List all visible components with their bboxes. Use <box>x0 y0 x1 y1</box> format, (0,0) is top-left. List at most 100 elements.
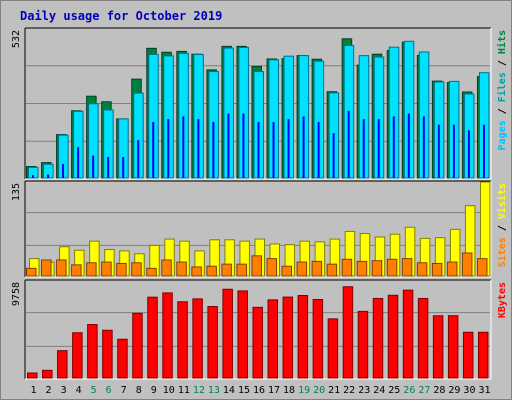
bar-kbytes-day-10 <box>162 292 173 379</box>
bar-kbytes-day-11 <box>177 301 188 379</box>
series-axis-label: Sites / Visits <box>496 183 508 267</box>
bar-sites-day-21 <box>326 263 338 277</box>
bar-kbytes-day-12 <box>192 298 203 379</box>
bar-sites-day-25 <box>386 258 398 277</box>
bar-sites-day-24 <box>371 260 383 277</box>
bar-sites-day-2 <box>41 259 52 277</box>
bar-sites-day-30 <box>461 252 473 277</box>
bar-sites-day-8 <box>131 262 142 277</box>
bar-pages-day-3 <box>62 163 65 178</box>
bar-pages-day-27 <box>422 116 425 178</box>
x-tick-label: 21 <box>328 385 340 396</box>
bar-kbytes-day-13 <box>207 306 218 379</box>
bar-pages-day-14 <box>227 113 230 178</box>
bar-pages-day-9 <box>152 121 155 178</box>
bar-pages-day-2 <box>47 174 50 178</box>
bar-kbytes-day-3 <box>57 350 68 379</box>
bar-sites-day-12 <box>191 266 202 277</box>
bar-kbytes-day-2 <box>42 369 53 379</box>
bar-kbytes-day-20 <box>312 298 324 379</box>
bar-sites-day-4 <box>71 264 82 277</box>
bar-sites-day-1 <box>26 267 37 277</box>
bar-kbytes-day-5 <box>87 324 98 379</box>
bar-pages-day-18 <box>287 119 290 178</box>
y-max-label: 532 <box>11 30 22 48</box>
x-tick-label: 8 <box>136 385 142 396</box>
x-tick-label: 2 <box>46 385 52 396</box>
bar-kbytes-day-26 <box>402 289 414 379</box>
bar-kbytes-day-21 <box>327 318 339 379</box>
bar-pages-day-12 <box>197 119 200 178</box>
bar-sites-day-13 <box>206 265 217 277</box>
series-axis-label-part: Hits <box>496 30 508 54</box>
bar-pages-day-10 <box>167 119 170 178</box>
bar-pages-day-5 <box>92 155 95 178</box>
x-tick-label: 13 <box>208 385 220 396</box>
bar-pages-day-20 <box>317 121 320 178</box>
bar-sites-day-6 <box>101 261 112 277</box>
x-tick-label: 3 <box>61 385 67 396</box>
series-sites <box>26 252 488 277</box>
x-tick-label: 10 <box>163 385 175 396</box>
bar-pages-day-29 <box>452 124 455 178</box>
chart-title: Daily usage for October 2019 <box>20 9 222 23</box>
bar-sites-day-31 <box>476 258 488 277</box>
bar-pages-day-28 <box>437 124 440 178</box>
x-tick-label: 16 <box>253 385 265 396</box>
series-kbytes <box>27 286 489 379</box>
bar-pages-day-15 <box>242 113 245 178</box>
bar-pages-day-31 <box>482 124 485 178</box>
panel-mid: 135 Sites / Visits <box>11 180 508 278</box>
bar-kbytes-day-22 <box>342 286 354 379</box>
x-axis-labels: 1 2 3 4 5 6 7 8 9 10 11 12 13 14 15 16 17 18 19 20 21 22 23 24 2… <box>31 385 491 396</box>
panel-bottom: 9758 KBytes <box>11 279 508 380</box>
bar-kbytes-day-29 <box>447 315 459 379</box>
series-axis-label-part: Visits <box>496 183 508 219</box>
series-pages <box>32 110 485 178</box>
bar-sites-day-17 <box>266 258 278 277</box>
x-tick-label: 9 <box>151 385 157 396</box>
x-tick-label: 20 <box>313 385 325 396</box>
x-tick-label: 23 <box>358 385 370 396</box>
bar-pages-day-22 <box>347 110 350 178</box>
bar-sites-day-20 <box>311 260 323 277</box>
x-tick-label: 24 <box>373 385 385 396</box>
bar-sites-day-7 <box>116 262 127 277</box>
x-tick-label: 4 <box>76 385 82 396</box>
x-tick-label: 30 <box>463 385 475 396</box>
bar-sites-day-10 <box>161 259 172 277</box>
bar-kbytes-day-9 <box>147 296 158 379</box>
x-tick-label: 29 <box>448 385 460 396</box>
x-tick-label: 31 <box>478 385 490 396</box>
chart-panels: 532 Pages / Files / Hits 135 Sites / Visits… <box>11 27 508 380</box>
x-tick-label: 27 <box>418 385 430 396</box>
series-axis-label-part: / <box>497 219 508 237</box>
x-tick-label: 25 <box>388 385 400 396</box>
bar-sites-day-14 <box>221 263 232 277</box>
bar-sites-day-9 <box>146 267 157 277</box>
bar-sites-day-5 <box>86 262 97 277</box>
bar-kbytes-day-15 <box>237 290 248 379</box>
bar-kbytes-day-18 <box>282 296 294 379</box>
series-axis-label-part: / <box>497 54 508 72</box>
series-axis-label-part: / <box>497 102 508 120</box>
x-tick-label: 6 <box>106 385 112 396</box>
bar-kbytes-day-1 <box>27 372 38 379</box>
panel-top: 532 Pages / Files / Hits <box>11 27 508 180</box>
bar-pages-day-23 <box>362 119 365 178</box>
bar-sites-day-11 <box>176 261 187 277</box>
x-tick-label: 22 <box>343 385 355 396</box>
bar-pages-day-19 <box>302 116 305 178</box>
bar-pages-day-8 <box>137 140 140 178</box>
bar-kbytes-day-27 <box>417 297 429 379</box>
bar-pages-day-11 <box>182 116 185 178</box>
bar-kbytes-day-6 <box>102 329 113 379</box>
series-axis-label-part: Files <box>496 72 508 102</box>
bar-kbytes-day-19 <box>297 294 309 379</box>
bar-pages-day-25 <box>392 116 395 178</box>
x-tick-label: 17 <box>268 385 280 396</box>
bar-sites-day-3 <box>56 259 67 277</box>
bar-kbytes-day-31 <box>477 331 489 379</box>
bar-kbytes-day-14 <box>222 288 233 379</box>
